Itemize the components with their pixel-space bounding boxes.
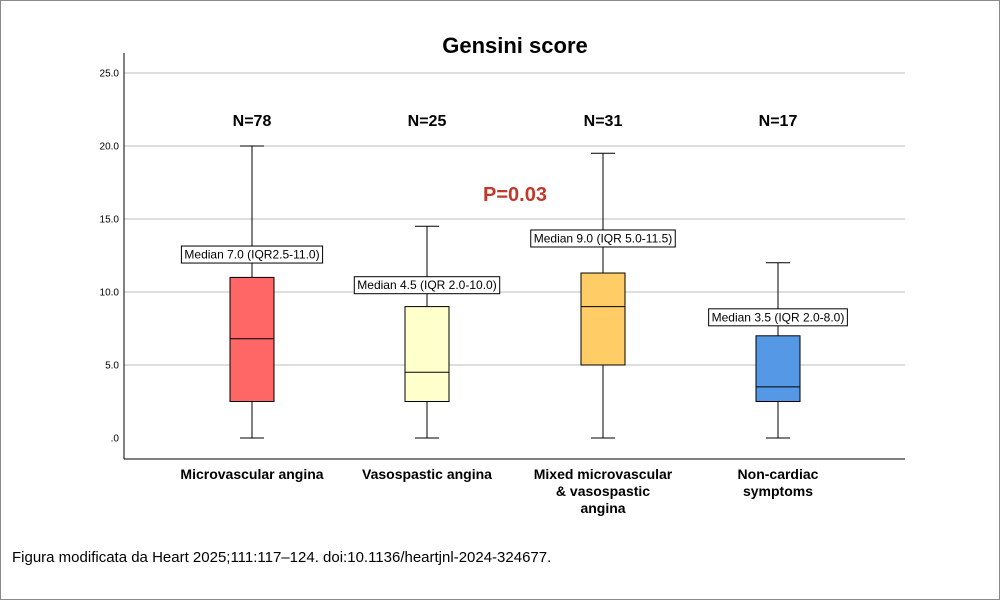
figure-caption: Figura modificata da Heart 2025;111:117–… xyxy=(12,549,551,566)
iqr-box xyxy=(404,306,450,403)
box-group xyxy=(580,152,626,439)
category-label: Vasospastic angina xyxy=(362,466,492,482)
category-label: angina xyxy=(580,500,625,516)
y-tick-label: .0 xyxy=(111,434,120,445)
median-annotation-text: Median 7.0 (IQR2.5-11.0) xyxy=(184,248,319,262)
category-label: Non-cardiac xyxy=(738,466,819,482)
annotations: N=78 Median 7.0 (IQR2.5-11.0) N=25 Median 4… xyxy=(180,113,848,327)
category-label: Mixed microvascular xyxy=(534,466,673,482)
category-label: symptoms xyxy=(743,483,813,499)
n-label: N=17 xyxy=(759,113,798,130)
median-annotation-box xyxy=(180,245,324,264)
y-tick-label: 15.0 xyxy=(100,215,120,226)
p-value-annotation: P=0.03 xyxy=(483,184,547,206)
chart-title: Gensini score xyxy=(442,33,588,58)
n-label: N=31 xyxy=(584,113,623,130)
median-annotation: Median 7.0 (IQR2.5-11.0) xyxy=(180,245,324,264)
n-label: N=25 xyxy=(408,113,447,130)
iqr-box xyxy=(580,272,626,366)
boxes xyxy=(229,145,801,439)
y-tick-label: 10.0 xyxy=(100,288,120,299)
y-tick-label: 25.0 xyxy=(100,69,120,80)
y-tick-label: 20.0 xyxy=(100,142,120,153)
median-annotation: Median 9.0 (IQR 5.0-11.5) xyxy=(530,229,676,248)
median-annotation: Median 4.5 (IQR 2.0-10.0) xyxy=(353,276,501,295)
category-label: Microvascular angina xyxy=(180,466,323,482)
n-label: N=78 xyxy=(233,113,272,130)
box-group xyxy=(229,145,275,439)
category-label: & vasospastic xyxy=(556,483,650,499)
y-tick-label: 5.0 xyxy=(105,361,119,372)
median-annotation-box xyxy=(530,229,676,248)
box-group xyxy=(404,225,450,439)
box-group xyxy=(755,262,801,439)
iqr-box xyxy=(755,335,801,402)
axes: .0 5.0 10.0 15.0 20.0 25.0 Microvascular angin… xyxy=(100,53,905,516)
median-annotation-box xyxy=(708,308,848,327)
median-annotation-box xyxy=(353,276,501,295)
median-annotation: Median 3.5 (IQR 2.0-8.0) xyxy=(708,308,848,327)
median-annotation-text: Median 3.5 (IQR 2.0-8.0) xyxy=(712,310,845,324)
median-annotation-text: Median 9.0 (IQR 5.0-11.5) xyxy=(534,231,673,245)
median-annotation-text: Median 4.5 (IQR 2.0-10.0) xyxy=(357,278,496,292)
iqr-box xyxy=(229,276,275,402)
